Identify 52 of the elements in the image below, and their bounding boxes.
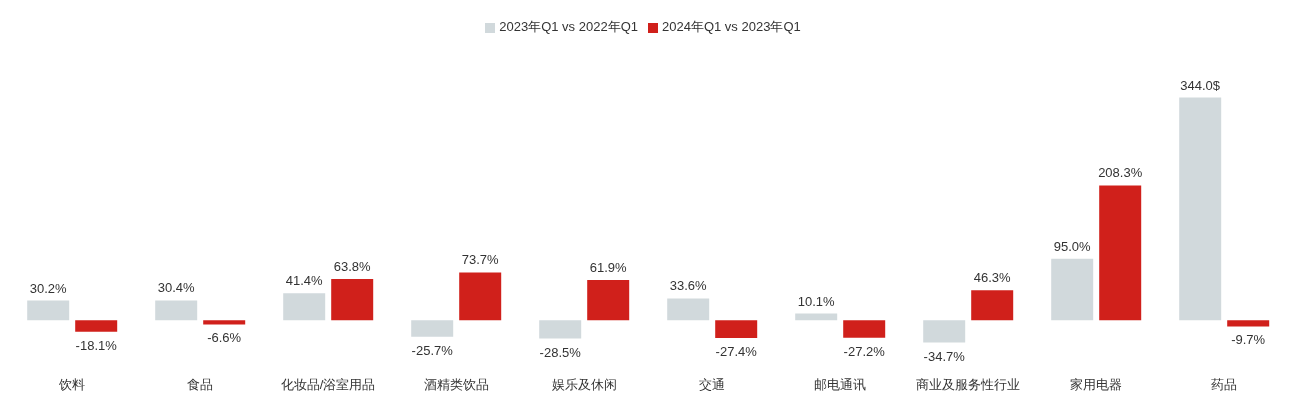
data-label: -28.5% bbox=[539, 344, 582, 360]
data-label: -27.4% bbox=[715, 343, 758, 359]
data-label: 61.9% bbox=[589, 260, 628, 276]
x-tick-label: 家用电器 bbox=[1070, 377, 1122, 393]
bar bbox=[1099, 185, 1142, 321]
bar bbox=[331, 278, 374, 321]
data-label: 95.0% bbox=[1053, 238, 1092, 254]
bar bbox=[795, 313, 838, 321]
x-tick-label: 食品 bbox=[187, 377, 213, 393]
bar bbox=[587, 280, 630, 321]
data-label: 30.4% bbox=[157, 280, 196, 296]
x-tick-label: 化妆品/浴室用品 bbox=[280, 377, 376, 393]
bar bbox=[75, 320, 118, 332]
data-label: 46.3% bbox=[973, 270, 1012, 286]
bar bbox=[667, 298, 710, 321]
data-label: 344.0$ bbox=[1180, 77, 1221, 93]
x-tick-label: 商业及服务性行业 bbox=[916, 377, 1020, 393]
data-label: 30.2% bbox=[29, 280, 68, 296]
data-label: 208.3% bbox=[1098, 165, 1143, 181]
bar bbox=[411, 320, 454, 337]
data-label: -25.7% bbox=[411, 342, 454, 358]
data-label: 63.8% bbox=[333, 258, 372, 274]
bar bbox=[203, 320, 246, 325]
data-label: -34.7% bbox=[923, 348, 966, 364]
legend-label: 2024年Q1 vs 2023年Q1 bbox=[662, 19, 801, 34]
data-label: -6.6% bbox=[207, 330, 242, 346]
x-tick-label: 邮电通讯 bbox=[814, 377, 866, 393]
bar bbox=[1227, 320, 1270, 327]
bar bbox=[1179, 97, 1222, 321]
bar bbox=[971, 290, 1014, 321]
data-label: 10.1% bbox=[797, 293, 836, 309]
bar bbox=[155, 300, 198, 321]
bar bbox=[27, 300, 70, 321]
x-tick-label: 交通 bbox=[699, 377, 725, 393]
x-tick-label: 饮料 bbox=[58, 377, 85, 393]
bar bbox=[715, 320, 758, 338]
bar bbox=[539, 320, 582, 339]
data-label: -9.7% bbox=[1231, 332, 1266, 348]
bar bbox=[843, 320, 886, 338]
x-tick-label: 娱乐及休闲 bbox=[551, 377, 617, 393]
x-tick-label: 药品 bbox=[1211, 377, 1237, 393]
data-label: 33.6% bbox=[669, 278, 708, 294]
bar bbox=[1051, 258, 1094, 321]
data-label: 73.7% bbox=[461, 252, 500, 268]
data-label: -27.2% bbox=[843, 343, 886, 359]
legend-label: 2023年Q1 vs 2022年Q1 bbox=[499, 19, 638, 34]
data-label: 41.4% bbox=[285, 273, 324, 289]
bar bbox=[459, 272, 502, 321]
x-tick-label: 酒精类饮品 bbox=[423, 377, 489, 393]
bar bbox=[923, 320, 966, 343]
bar bbox=[283, 293, 326, 321]
data-label: -18.1% bbox=[75, 337, 118, 353]
